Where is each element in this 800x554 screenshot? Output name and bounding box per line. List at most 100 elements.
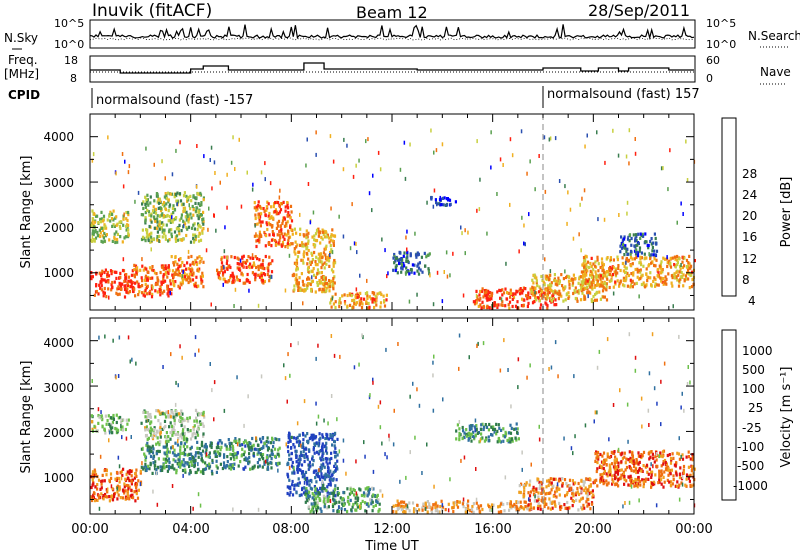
heatmap-cell [164, 457, 168, 461]
heatmap-cell [128, 479, 131, 483]
heatmap-cell [610, 267, 614, 271]
heatmap-cell [299, 243, 302, 247]
heatmap-cell [202, 410, 205, 414]
heatmap-cell [311, 496, 314, 500]
heatmap-cell [195, 419, 198, 423]
heatmap-cell [153, 270, 156, 275]
heatmap-cell [634, 137, 636, 141]
heatmap-cell [213, 450, 216, 454]
heatmap-cell [607, 481, 610, 485]
heatmap-cell [486, 231, 488, 236]
heatmap-cell [666, 478, 669, 482]
heatmap-cell [93, 220, 96, 224]
heatmap-cell [342, 497, 345, 501]
heatmap-cell [416, 292, 418, 297]
heatmap-cell [175, 272, 178, 276]
heatmap-cell [303, 289, 306, 293]
heatmap-cell [109, 427, 112, 431]
heatmap-cell [280, 228, 283, 232]
heatmap-cell [306, 235, 309, 239]
heatmap-cell [377, 150, 380, 155]
heatmap-cell [323, 285, 326, 289]
heatmap-cell [544, 301, 547, 305]
heatmap-cell [508, 437, 511, 441]
heatmap-cell [601, 266, 604, 270]
heatmap-cell [299, 227, 302, 231]
heatmap-cell [170, 424, 173, 429]
heatmap-cell [595, 277, 598, 281]
heatmap-cell [162, 267, 165, 272]
heatmap-cell [188, 452, 191, 456]
heatmap-cell [154, 460, 157, 464]
heatmap-cell [485, 290, 488, 294]
heatmap-cell [351, 202, 353, 207]
heatmap-cell [202, 432, 205, 436]
heatmap-cell [148, 232, 151, 236]
heatmap-cell [116, 476, 119, 480]
heatmap-cell [639, 261, 642, 265]
heatmap-cell [183, 272, 186, 276]
heatmap-cell [197, 451, 200, 455]
heatmap-cell [189, 240, 193, 244]
heatmap-cell [685, 484, 688, 488]
heatmap-cell [555, 489, 559, 493]
heatmap-cell [338, 297, 342, 301]
heatmap-cell [477, 504, 480, 508]
count-tick-top-left: 10^5 [54, 17, 84, 30]
heatmap-cell [184, 468, 187, 472]
heatmap-cell [521, 215, 523, 220]
heatmap-cell [360, 297, 363, 301]
heatmap-cell [594, 275, 597, 279]
heatmap-cell [402, 505, 405, 509]
heatmap-cell [314, 275, 317, 279]
heatmap-cell [234, 287, 237, 292]
heatmap-cell [159, 422, 162, 426]
heatmap-cell [522, 484, 525, 488]
heatmap-cell [263, 230, 266, 235]
heatmap-cell [612, 291, 615, 296]
heatmap-cell [222, 271, 225, 275]
heatmap-cell [304, 470, 308, 474]
heatmap-cell [102, 290, 105, 294]
heatmap-cell [613, 461, 616, 465]
heatmap-cell [541, 278, 544, 282]
heatmap-cell [172, 211, 175, 215]
heatmap-cell [313, 250, 316, 255]
heatmap-cell [616, 469, 620, 473]
heatmap-cell [130, 480, 133, 484]
heatmap-cell [313, 498, 316, 502]
heatmap-cell [614, 477, 617, 481]
heatmap-cell [688, 266, 691, 270]
heatmap-cell [583, 480, 586, 484]
heatmap-cell [279, 208, 283, 212]
heatmap-cell [235, 439, 238, 443]
heatmap-cell [306, 457, 309, 461]
heatmap-cell [515, 438, 518, 442]
heatmap-cell [540, 486, 543, 490]
heatmap-cell [161, 427, 164, 431]
heatmap-cell [376, 493, 379, 497]
heatmap-cell [629, 474, 632, 478]
heatmap-cell [179, 416, 182, 420]
heatmap-cell [550, 481, 553, 485]
heatmap-cell [677, 485, 680, 489]
heatmap-cell [317, 230, 320, 234]
heatmap-cell [489, 291, 492, 295]
heatmap-cell [672, 273, 675, 277]
heatmap-cell [249, 442, 252, 446]
heatmap-cell [121, 473, 124, 477]
heatmap-cell [682, 468, 685, 472]
heatmap-cell [302, 438, 305, 442]
heatmap-cell [583, 295, 586, 299]
heatmap-cell [567, 274, 570, 279]
heatmap-cell [187, 267, 190, 271]
heatmap-cell [553, 303, 556, 307]
heatmap-cell [120, 421, 123, 425]
heatmap-cell [445, 250, 448, 255]
heatmap-cell [346, 487, 349, 491]
heatmap-cell [652, 480, 656, 484]
heatmap-cell [260, 170, 263, 175]
heatmap-cell [330, 305, 333, 309]
heatmap-cell [266, 448, 270, 452]
heatmap-cell [196, 144, 198, 148]
